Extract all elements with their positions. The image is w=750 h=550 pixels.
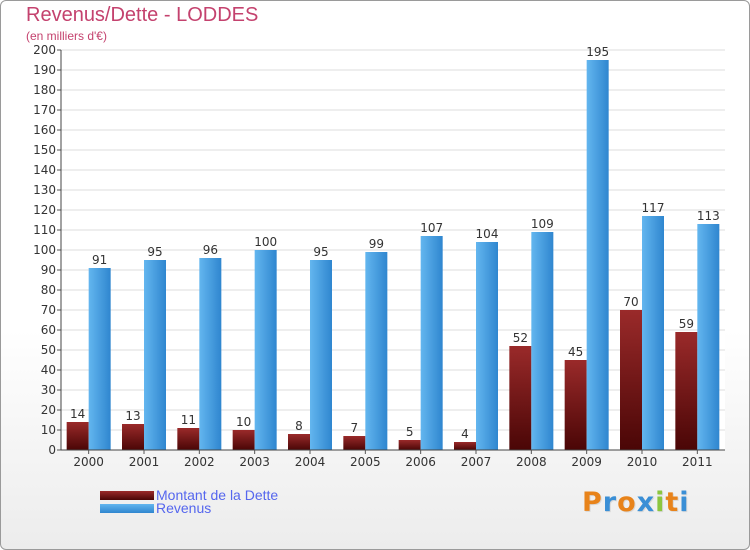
data-label-revenus: 107 bbox=[420, 221, 443, 235]
bar-revenus bbox=[420, 236, 443, 450]
bar-dette bbox=[343, 436, 366, 450]
bar-dette bbox=[454, 442, 476, 450]
data-label-dette: 13 bbox=[125, 409, 140, 423]
chart-title: Revenus/Dette - LODDES bbox=[26, 4, 259, 26]
y-tick-label: 120 bbox=[33, 203, 56, 217]
data-label-dette: 8 bbox=[295, 419, 303, 433]
x-tick-label: 2011 bbox=[682, 455, 713, 469]
data-label-revenus: 117 bbox=[642, 201, 665, 215]
y-tick-label: 40 bbox=[41, 363, 56, 377]
chart-subtitle: (en milliers d'€) bbox=[26, 29, 107, 43]
bar-revenus bbox=[586, 60, 609, 450]
data-label-revenus: 104 bbox=[476, 227, 499, 241]
y-tick-label: 110 bbox=[33, 223, 56, 237]
bar-revenus bbox=[476, 242, 498, 450]
logo-letter: t bbox=[665, 487, 680, 518]
x-tick-label: 2007 bbox=[461, 455, 492, 469]
y-tick-label: 180 bbox=[33, 83, 56, 97]
bar-revenus bbox=[642, 216, 664, 450]
bar-dette bbox=[288, 434, 310, 450]
x-tick-label: 2004 bbox=[295, 455, 326, 469]
y-tick-label: 160 bbox=[33, 123, 56, 137]
bar-dette bbox=[620, 310, 642, 450]
data-label-dette: 10 bbox=[236, 415, 251, 429]
bar-revenus bbox=[365, 252, 388, 450]
logo-letter: i bbox=[655, 487, 666, 518]
proxiti-logo: Proxiti bbox=[582, 487, 690, 518]
data-label-revenus: 95 bbox=[313, 245, 328, 259]
legend-label-dette: Montant de la Dette bbox=[156, 487, 279, 503]
data-label-dette: 52 bbox=[513, 331, 528, 345]
legend-swatch-revenus bbox=[100, 504, 154, 513]
bar-revenus bbox=[144, 260, 166, 450]
data-label-revenus: 100 bbox=[254, 235, 277, 249]
data-label-revenus: 195 bbox=[586, 45, 609, 59]
bar-revenus bbox=[254, 250, 277, 450]
y-tick-label: 90 bbox=[41, 263, 56, 277]
y-tick-label: 190 bbox=[33, 63, 56, 77]
data-label-dette: 70 bbox=[623, 295, 638, 309]
logo-letter: i bbox=[679, 487, 690, 518]
y-tick-label: 200 bbox=[33, 43, 56, 57]
bar-revenus bbox=[199, 258, 222, 450]
data-label-dette: 14 bbox=[70, 407, 85, 421]
y-tick-label: 100 bbox=[33, 243, 56, 257]
data-label-dette: 59 bbox=[679, 317, 694, 331]
y-tick-label: 170 bbox=[33, 103, 56, 117]
bar-dette bbox=[675, 332, 698, 450]
y-tick-label: 60 bbox=[41, 323, 56, 337]
y-tick-label: 70 bbox=[41, 303, 56, 317]
logo-letter: P bbox=[582, 487, 603, 518]
y-tick-label: 80 bbox=[41, 283, 56, 297]
legend-label-revenus: Revenus bbox=[156, 500, 212, 516]
data-label-dette: 5 bbox=[406, 425, 414, 439]
x-tick-label: 2000 bbox=[73, 455, 104, 469]
bar-dette bbox=[509, 346, 532, 450]
data-label-revenus: 96 bbox=[203, 243, 218, 257]
x-tick-label: 2008 bbox=[516, 455, 547, 469]
y-tick-label: 150 bbox=[33, 143, 56, 157]
bar-revenus bbox=[88, 268, 111, 450]
data-label-revenus: 99 bbox=[369, 237, 384, 251]
x-tick-label: 2010 bbox=[627, 455, 658, 469]
bar-revenus bbox=[310, 260, 332, 450]
y-tick-label: 0 bbox=[48, 443, 56, 457]
data-label-revenus: 95 bbox=[147, 245, 162, 259]
y-tick-label: 130 bbox=[33, 183, 56, 197]
bar-dette bbox=[177, 428, 200, 450]
legend-swatch-dette bbox=[100, 491, 154, 500]
y-tick-label: 20 bbox=[41, 403, 56, 417]
data-label-revenus: 91 bbox=[92, 253, 107, 267]
x-tick-label: 2009 bbox=[571, 455, 602, 469]
data-label-dette: 7 bbox=[351, 421, 359, 435]
y-tick-label: 50 bbox=[41, 343, 56, 357]
x-tick-label: 2006 bbox=[405, 455, 436, 469]
bar-dette bbox=[232, 430, 255, 450]
x-tick-label: 2002 bbox=[184, 455, 215, 469]
y-tick-label: 30 bbox=[41, 383, 56, 397]
y-tick-label: 10 bbox=[41, 423, 56, 437]
bar-dette bbox=[66, 422, 89, 450]
logo-letter: r bbox=[602, 487, 618, 518]
logo-letter: x bbox=[636, 487, 656, 518]
data-label-dette: 4 bbox=[461, 427, 469, 441]
data-label-dette: 45 bbox=[568, 345, 583, 359]
bar-dette bbox=[398, 440, 421, 450]
data-label-revenus: 113 bbox=[697, 209, 720, 223]
data-label-revenus: 109 bbox=[531, 217, 554, 231]
y-tick-label: 140 bbox=[33, 163, 56, 177]
bar-revenus bbox=[697, 224, 720, 450]
data-label-dette: 11 bbox=[181, 413, 196, 427]
x-tick-label: 2001 bbox=[129, 455, 160, 469]
logo-letter: o bbox=[617, 487, 637, 518]
bar-dette bbox=[564, 360, 587, 450]
bar-dette bbox=[122, 424, 144, 450]
x-tick-label: 2003 bbox=[239, 455, 270, 469]
bar-revenus bbox=[531, 232, 554, 450]
x-tick-label: 2005 bbox=[350, 455, 381, 469]
